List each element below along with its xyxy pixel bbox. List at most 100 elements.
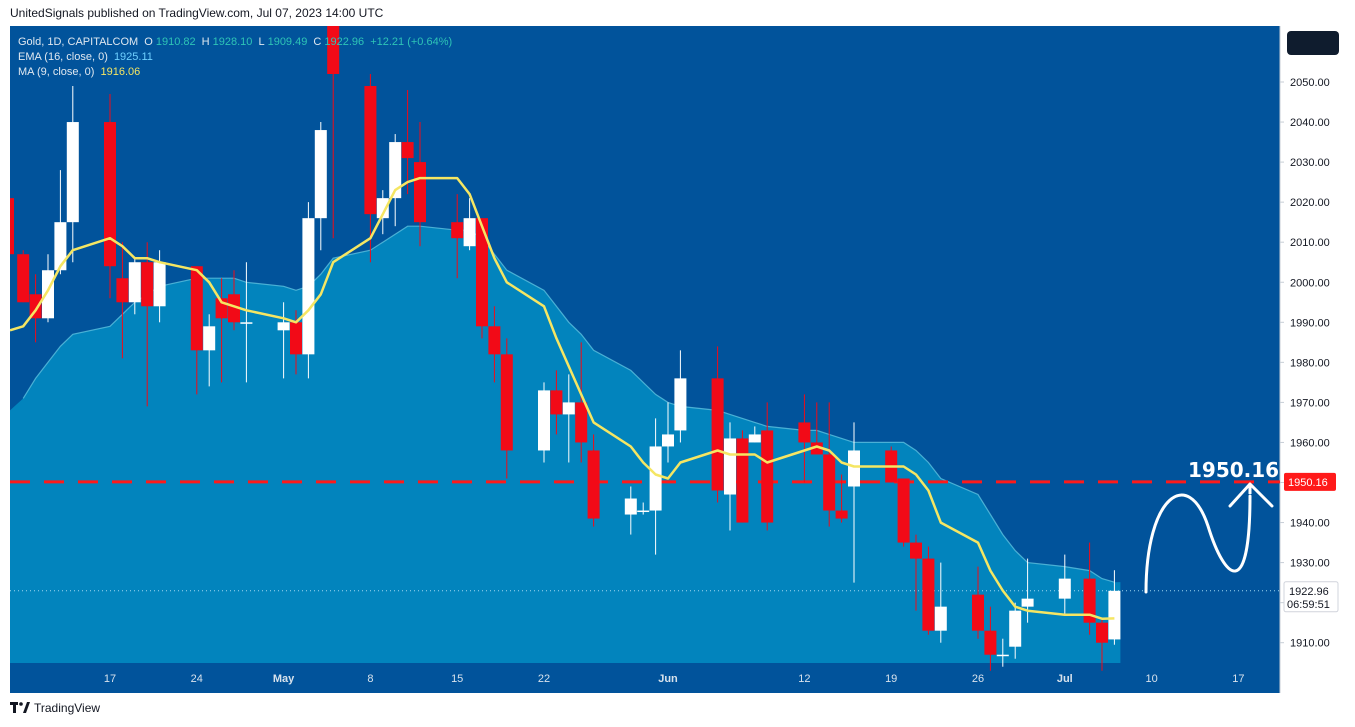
price-tick-label: 1970.00 [1290, 397, 1330, 409]
price-tick-label: 2040.00 [1290, 117, 1330, 129]
candle-body [1009, 610, 1022, 647]
price-tick-label: 1960.00 [1290, 437, 1330, 449]
candle-body [414, 162, 426, 223]
candle [761, 402, 774, 531]
candle-body [724, 438, 736, 495]
candle-body [488, 326, 501, 355]
candle-body [1096, 622, 1108, 643]
candle [327, 26, 340, 239]
candle-body [637, 510, 650, 513]
candle-body [736, 438, 749, 523]
candle [54, 170, 67, 275]
legend-low-value: 1909.49 [267, 36, 308, 48]
candle-body [401, 142, 414, 159]
chart-settings-button[interactable] [1287, 31, 1339, 55]
candle [538, 382, 550, 463]
candle-body [141, 262, 154, 307]
time-tick-label: 17 [104, 673, 116, 685]
candle-body [314, 130, 327, 219]
candle [141, 242, 154, 407]
candle-body [29, 294, 42, 319]
candle-body [1058, 578, 1071, 599]
candle [17, 250, 30, 303]
price-chart[interactable]: 1950.161910.001920.001930.001940.001950.… [10, 26, 1345, 693]
time-tick-label: 12 [798, 673, 810, 685]
legend-close-value: 1922.96 [324, 36, 365, 48]
candle [649, 418, 662, 555]
candle [550, 370, 563, 435]
candle [748, 426, 761, 443]
legend-open-value: 1910.82 [155, 36, 196, 48]
candle-body [748, 434, 761, 443]
candle-body [190, 266, 203, 351]
price-tick-label: 1980.00 [1290, 357, 1330, 369]
candle-body [240, 322, 253, 324]
last-price-tag [1283, 581, 1339, 613]
candle [848, 422, 860, 583]
candle-body [54, 222, 67, 271]
candle [736, 430, 749, 523]
candle-body [810, 442, 823, 455]
candle-body [972, 594, 984, 631]
candle [996, 638, 1009, 667]
legend-high-value: 1928.10 [212, 36, 253, 48]
candle-body [302, 218, 315, 355]
candle [711, 346, 724, 503]
candle-body [389, 142, 402, 199]
candle-body [587, 450, 600, 519]
candle-body [203, 326, 216, 351]
ema-area [10, 226, 1121, 663]
candle [972, 566, 984, 639]
candle [885, 446, 898, 483]
candle [823, 402, 836, 527]
candle-body [848, 450, 860, 487]
price-tick-label: 2050.00 [1290, 77, 1330, 89]
candle [575, 342, 588, 463]
published-info: UnitedSignals published on TradingView.c… [10, 6, 384, 20]
candle [934, 562, 947, 643]
last-price-label: 1922.96 [1289, 586, 1329, 598]
candle-body [290, 322, 302, 355]
chart-frame[interactable]: 1950.161910.001920.001930.001940.001950.… [10, 26, 1345, 693]
projection-wave [1144, 493, 1252, 594]
candle-body [575, 402, 588, 443]
candle-body [823, 454, 836, 511]
projection-arrow-head [1228, 482, 1274, 508]
legend-low-label: L [258, 36, 265, 48]
candle [624, 486, 637, 535]
candle-body [116, 278, 129, 303]
price-tick-label: 2010.00 [1290, 237, 1330, 249]
candle-body [984, 630, 997, 655]
candle-body [798, 422, 811, 443]
candle [798, 394, 811, 483]
candle [66, 86, 79, 263]
candle-body [649, 446, 662, 511]
candle [228, 270, 240, 331]
price-tick-label: 1910.00 [1290, 638, 1330, 650]
candle [1108, 570, 1121, 645]
candle-body [996, 654, 1009, 657]
candle [1009, 602, 1022, 659]
candle [1083, 542, 1096, 635]
target-axis-tag [1284, 472, 1336, 491]
candle-body [104, 122, 116, 267]
legend-open-label: O [144, 36, 153, 48]
time-tick-label: Jun [658, 673, 678, 685]
candle [364, 73, 377, 263]
candle-body [376, 198, 389, 219]
candle-body [624, 498, 637, 515]
time-tick-label: 10 [1145, 673, 1157, 685]
time-tick-label: 22 [538, 673, 550, 685]
candle [277, 302, 290, 379]
legend-close-label: C [313, 36, 322, 48]
tradingview-logo-icon [10, 702, 30, 713]
candle [488, 306, 501, 383]
legend-ma-value: 1916.06 [100, 66, 141, 78]
candle-body [897, 478, 910, 543]
time-tick-label: 26 [972, 673, 984, 685]
candle [314, 122, 327, 251]
candle-body [500, 354, 513, 451]
time-tick-label: 17 [1232, 673, 1244, 685]
candle [240, 262, 253, 383]
candle-body [711, 378, 724, 491]
